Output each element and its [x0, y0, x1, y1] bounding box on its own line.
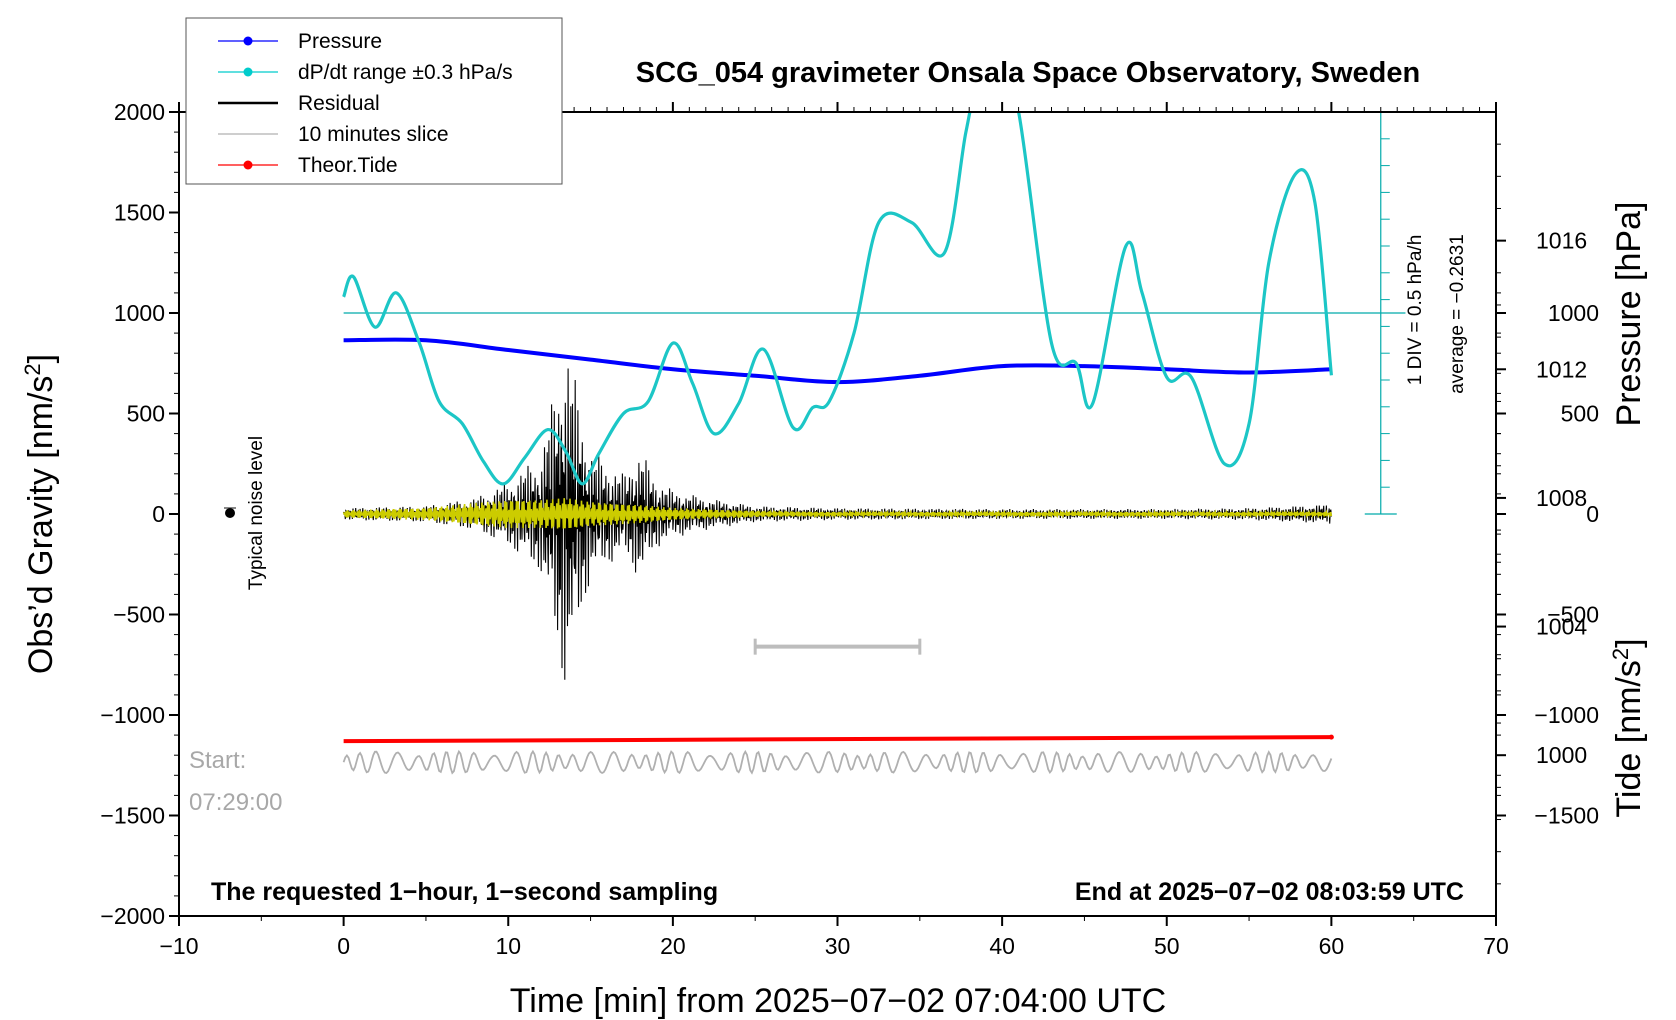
x-tick-label: 70: [1483, 933, 1509, 959]
dpdt-average-label: average = −0.2631: [1447, 234, 1468, 394]
legend-entries: Pressure dP/dt range ±0.3 hPa/s Residual 10…: [218, 30, 513, 177]
x-tick-label: −10: [159, 933, 198, 959]
y-tick-label: −1000: [100, 702, 165, 728]
y-tick-label: 1500: [114, 200, 165, 226]
clipped-series: [342, 112, 1406, 775]
tide-tick-label: −1000: [1534, 702, 1599, 728]
filtered-residual-line: [342, 498, 1333, 529]
y-tick-label: −500: [113, 602, 165, 628]
tide-axis-label-main: Tide [nm/s: [1610, 660, 1648, 817]
pressure-tick-label: 1000: [1536, 742, 1587, 768]
data-series: [342, 112, 1406, 775]
noise-level-dot: [225, 508, 235, 518]
end-time-note: End at 2025−07−02 08:03:59 UTC: [1075, 878, 1464, 906]
pressure-tick-label: 1004: [1536, 614, 1587, 640]
legend-label: dP/dt range ±0.3 hPa/s: [298, 61, 513, 84]
legend-label: Pressure: [298, 30, 382, 53]
y-tick-label: 0: [152, 501, 165, 527]
noise-level-label: Typical noise level: [246, 436, 267, 590]
legend-marker: [243, 36, 253, 46]
tide-tick-label: 0: [1586, 501, 1599, 527]
dpdt-line: [342, 112, 1333, 486]
tide-tick-label: −1500: [1534, 803, 1599, 829]
pressure-tick-label: 1008: [1536, 485, 1587, 511]
tide-axis-label-close: ]: [1610, 638, 1648, 647]
x-tick-label: 20: [660, 933, 686, 959]
x-tick-label: 0: [337, 933, 350, 959]
dpdt-scale-label: 1 DIV = 0.5 hPa/h: [1405, 235, 1426, 386]
legend-marker: [243, 67, 253, 77]
sampling-note: The requested 1−hour, 1−second sampling: [211, 878, 718, 906]
legend-label: Theor.Tide: [298, 154, 398, 177]
x-tick-label: 60: [1319, 933, 1345, 959]
y-axis-label-close: ]: [22, 354, 60, 363]
x-tick-label: 30: [825, 933, 851, 959]
y-axis-label-sup: 2: [20, 363, 45, 375]
pressure-tick-label: 1012: [1536, 356, 1587, 382]
legend-label: 10 minutes slice: [298, 123, 449, 146]
x-tick-label: 10: [495, 933, 521, 959]
legend-marker: [243, 160, 253, 170]
plot-frame: [178, 111, 1497, 917]
y-tick-label: 500: [127, 401, 165, 427]
x-tick-label: 50: [1154, 933, 1180, 959]
x-axis-label: Time [min] from 2025−07−02 07:04:00 UTC: [510, 982, 1166, 1020]
tide-axis-label-sup: 2: [1608, 648, 1633, 660]
y-tick-label: −2000: [100, 903, 165, 929]
y-tick-label: 1000: [114, 300, 165, 326]
y-tick-label: 2000: [114, 99, 165, 125]
y-axis-label-main: Obs’d Gravity [nm/s: [22, 376, 60, 675]
theoretical-tide-line: [343, 735, 1332, 744]
pressure-tick-label: 1016: [1536, 228, 1587, 254]
tide-tick-label: 500: [1561, 401, 1599, 427]
start-time: 07:29:00: [189, 789, 282, 816]
tide-axis-label: Tide [nm/s2]: [1608, 638, 1649, 817]
tide-tick-label: 1000: [1548, 300, 1599, 326]
pressure-axis-label: Pressure [hPa]: [1610, 202, 1648, 427]
tide-tick-label: −500: [1547, 602, 1599, 628]
y-axis-label: Obs’d Gravity [nm/s2]: [20, 354, 61, 674]
ten-minute-slice-line: [342, 749, 1333, 775]
legend-label: Residual: [298, 92, 380, 115]
chart-title: SCG_054 gravimeter Onsala Space Observat…: [636, 57, 1420, 89]
legend: Pressure dP/dt range ±0.3 hPa/s Residual 10…: [185, 17, 563, 185]
start-label: Start:: [189, 747, 246, 774]
legend-box: [185, 17, 563, 185]
theoretical-tide-end: [1328, 734, 1334, 740]
x-tick-label: 40: [989, 933, 1015, 959]
y-tick-label: −1500: [100, 803, 165, 829]
